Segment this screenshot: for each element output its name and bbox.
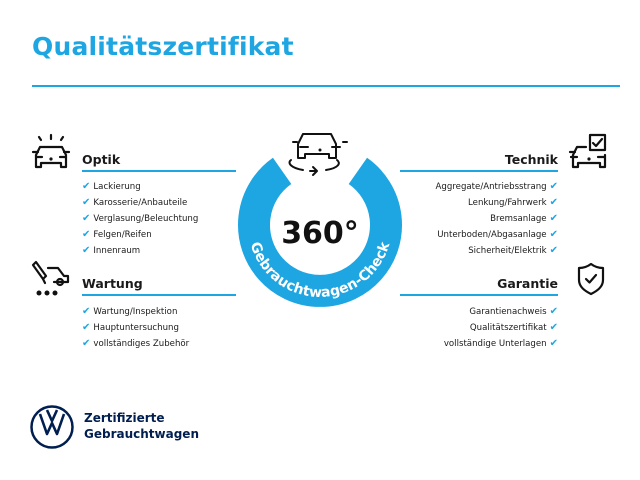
page-title: Qualitätszertifikat [32,32,294,61]
check-icon: ✔ [549,338,558,349]
check-icon: ✔ [549,306,558,317]
car-rotate-icon [288,133,348,176]
list-item: ✔ Hauptuntersuchung [82,322,179,333]
degree-label: 360° [281,216,359,251]
ring-arc [238,157,402,307]
check-icon: ✔ [82,306,91,317]
check-icon: ✔ [82,322,91,333]
list-item: ✔ Verglasung/Beleuchtung [82,213,199,224]
list-item: Aggregate/Antriebsstrang ✔ [435,181,558,192]
garantie-divider [400,294,558,296]
check-icon: ✔ [549,181,558,192]
section-title-technik: Technik [504,152,558,167]
service-car-icon [31,260,70,296]
check-icon: ✔ [549,245,558,256]
technik-divider [400,170,558,172]
vw-logo [30,405,74,449]
section-title-garantie: Garantie [497,276,558,291]
technik-list: Aggregate/Antriebsstrang ✔ Lenkung/Fahrwe… [436,179,558,259]
check-icon: ✔ [82,213,91,224]
section-title-optik: Optik [82,152,121,167]
check-icon: ✔ [549,197,558,208]
check-icon: ✔ [82,338,91,349]
optik-divider [82,170,236,172]
list-item: Bremsanlage ✔ [490,213,558,224]
list-item: Sicherheit/Elektrik ✔ [468,245,558,256]
title-divider [32,85,620,87]
list-item: ✔ Felgen/Reifen [82,229,152,240]
check-icon: ✔ [82,181,91,192]
car-checkbox-icon [568,133,607,169]
list-item: Lenkung/Fahrwerk ✔ [468,197,558,208]
check-icon: ✔ [82,229,91,240]
garantie-list: Garantienachweis ✔ Qualitätszertifikat ✔ v… [444,304,558,352]
list-item: Qualitätszertifikat ✔ [469,322,558,333]
wartung-list: ✔ Wartung/Inspektion ✔ Hauptuntersuchung ✔… [82,304,189,352]
check-icon: ✔ [82,197,91,208]
list-item: Unterboden/Abgasanlage ✔ [437,229,558,240]
check-icon: ✔ [549,229,558,240]
list-item: ✔ Lackierung [82,181,141,192]
check-icon: ✔ [549,213,558,224]
check-icon: ✔ [549,322,558,333]
list-item: ✔ Wartung/Inspektion [82,306,178,317]
list-item: ✔ Karosserie/Anbauteile [82,197,188,208]
car-lights-icon [31,133,71,169]
list-item: ✔ vollständiges Zubehör [82,338,190,349]
brand-text: Zertifizierte Gebrauchtwagen [84,411,199,441]
wartung-divider [82,294,236,296]
check-icon: ✔ [82,245,91,256]
section-title-wartung: Wartung [82,276,143,291]
list-item: vollständige Unterlagen ✔ [443,338,558,349]
list-item: Garantienachweis ✔ [469,306,558,317]
list-item: ✔ Innenraum [82,245,141,256]
shield-check-icon [577,262,605,296]
optik-list: ✔ Lackierung ✔ Karosserie/Anbauteile ✔ Verg… [82,179,198,259]
